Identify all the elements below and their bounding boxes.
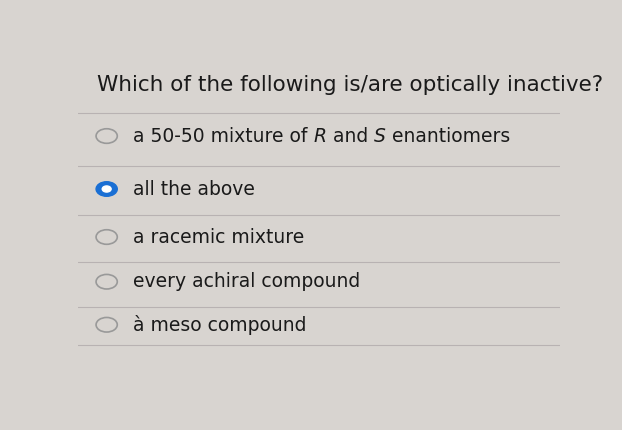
Text: all the above: all the above [133,179,255,199]
Text: S: S [374,126,386,145]
Circle shape [96,182,118,196]
Text: every achiral compound: every achiral compound [133,272,360,291]
Text: a racemic mixture: a racemic mixture [133,227,304,246]
Text: a 50-50 mixture of: a 50-50 mixture of [133,126,313,145]
Text: Which of the following is/are optically inactive?: Which of the following is/are optically … [97,75,603,95]
Circle shape [102,186,111,192]
Text: R: R [313,126,327,145]
Text: à meso compound: à meso compound [133,315,307,335]
Text: enantiomers: enantiomers [386,126,510,145]
Text: and: and [327,126,374,145]
